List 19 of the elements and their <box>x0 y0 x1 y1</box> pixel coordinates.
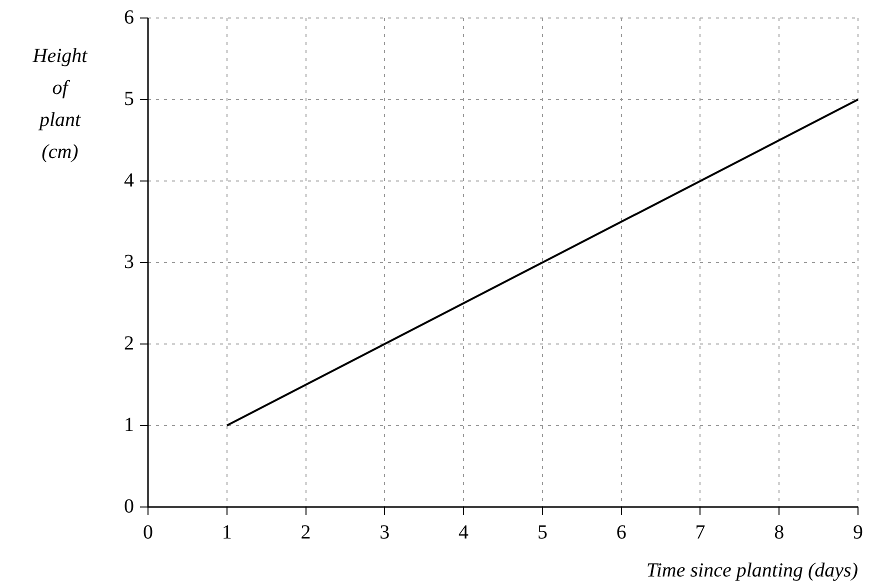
y-tick-label: 3 <box>124 250 134 273</box>
x-tick-label: 7 <box>695 521 706 544</box>
y-tick-label: 0 <box>124 495 134 518</box>
x-tick-label: 8 <box>774 521 784 544</box>
x-tick-label: 6 <box>616 521 626 544</box>
x-tick-label: 4 <box>458 521 469 544</box>
x-tick-label: 2 <box>300 521 311 544</box>
x-axis-title: Time since planting (days) <box>646 559 858 582</box>
y-tick-label: 4 <box>124 169 134 192</box>
x-tick-label: 3 <box>380 521 390 544</box>
y-axis-title: Height of plant (cm) <box>32 44 88 165</box>
y-tick-label: 6 <box>124 6 134 28</box>
y-tick-label: 1 <box>124 414 134 436</box>
x-tick-label: 0 <box>143 521 153 544</box>
y-tick-label: 2 <box>124 332 134 354</box>
x-tick-label: 5 <box>537 521 548 544</box>
x-tick-label: 9 <box>853 521 863 544</box>
x-tick-label: 1 <box>222 521 232 544</box>
y-tick-label: 5 <box>124 88 134 110</box>
